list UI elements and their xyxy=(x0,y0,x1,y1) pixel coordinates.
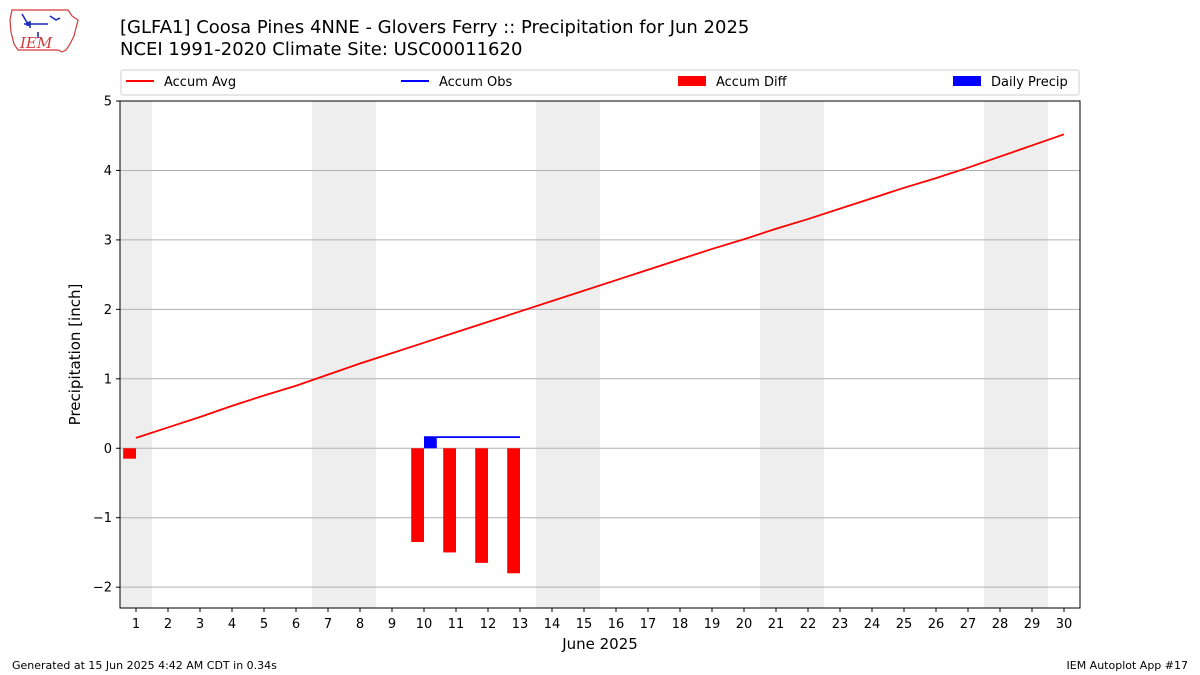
legend-accum-diff-label: Accum Diff xyxy=(716,75,788,90)
legend-daily-precip-swatch xyxy=(953,76,981,86)
x-tick-label: 7 xyxy=(324,617,332,632)
x-tick-label: 8 xyxy=(356,617,364,632)
accum-avg-line xyxy=(135,133,1065,439)
legend-accum-avg-label: Accum Avg xyxy=(164,75,236,90)
y-gridlines xyxy=(120,100,1080,588)
x-tick-label: 25 xyxy=(896,617,913,632)
accum-diff-bar xyxy=(123,448,136,459)
x-tick-label: 5 xyxy=(260,617,268,632)
legend-accum-obs-label: Accum Obs xyxy=(439,75,512,90)
y-tick-label: 4 xyxy=(104,164,112,179)
generated-note: Generated at 15 Jun 2025 4:42 AM CDT in … xyxy=(12,659,277,672)
weekend-band xyxy=(536,101,600,608)
chart-subtitle: NCEI 1991-2020 Climate Site: USC00011620 xyxy=(120,39,523,60)
iowa-state-outline xyxy=(9,9,79,53)
legend: Accum Avg Accum Obs Accum Diff Daily Precip xyxy=(120,69,1080,96)
x-tick-label: 12 xyxy=(480,617,497,632)
x-tick-label: 23 xyxy=(832,617,849,632)
x-tick-label: 6 xyxy=(292,617,300,632)
x-tick-label: 28 xyxy=(992,617,1009,632)
x-tick-label: 21 xyxy=(768,617,785,632)
x-tick-label: 1 xyxy=(132,617,140,632)
iem-logo: IEM xyxy=(9,9,79,53)
accum-diff-bar xyxy=(411,448,424,543)
x-tick-label: 17 xyxy=(640,617,657,632)
legend-accum-diff-swatch xyxy=(678,76,706,86)
x-tick-label: 27 xyxy=(960,617,977,632)
x-tick-label: 19 xyxy=(704,617,721,632)
weekend-band xyxy=(760,101,824,608)
x-tick-label: 22 xyxy=(800,617,817,632)
x-tick-label: 9 xyxy=(388,617,396,632)
accum-diff-bar xyxy=(443,448,456,553)
x-tick-label: 2 xyxy=(164,617,172,632)
y-axis-ticks: −2 −1 0 1 2 3 4 5 xyxy=(93,95,120,596)
daily-precip-bars xyxy=(424,437,437,449)
x-tick-label: 20 xyxy=(736,617,753,632)
accum-diff-bar xyxy=(507,448,520,574)
y-tick-label: −1 xyxy=(93,511,112,526)
legend-box xyxy=(120,69,1080,96)
x-tick-label: 3 xyxy=(196,617,204,632)
x-tick-label: 30 xyxy=(1056,617,1073,632)
accum-diff-bar xyxy=(475,448,488,563)
app-note: IEM Autoplot App #17 xyxy=(1066,659,1189,672)
x-tick-label: 18 xyxy=(672,617,689,632)
series-lines xyxy=(135,133,1065,439)
logo-text: IEM xyxy=(19,34,53,52)
y-tick-label: 3 xyxy=(104,233,112,248)
y-tick-label: 2 xyxy=(104,303,112,318)
weather-dot-icon xyxy=(25,21,31,27)
x-axis-label: June 2025 xyxy=(561,635,638,653)
x-tick-label: 24 xyxy=(864,617,881,632)
x-tick-label: 16 xyxy=(608,617,625,632)
y-tick-label: −2 xyxy=(93,581,112,596)
legend-daily-precip-label: Daily Precip xyxy=(991,75,1068,90)
y-tick-label: 1 xyxy=(104,372,112,387)
x-tick-label: 15 xyxy=(576,617,593,632)
x-tick-label: 10 xyxy=(416,617,433,632)
chart-title: [GLFA1] Coosa Pines 4NNE - Glovers Ferry… xyxy=(120,17,750,38)
x-tick-label: 11 xyxy=(448,617,465,632)
x-axis-ticks: 1 2 3 4 5 6 7 8 9 10 11 12 13 14 15 16 17 18 19 20 21 22 23 24 2… xyxy=(132,608,1072,632)
y-axis-label: Precipitation [inch] xyxy=(66,284,84,426)
x-tick-label: 14 xyxy=(544,617,561,632)
plot-frame xyxy=(119,100,1081,609)
weekend-band xyxy=(120,101,152,608)
x-tick-label: 4 xyxy=(228,617,236,632)
daily-precip-bar xyxy=(424,437,437,449)
x-tick-label: 26 xyxy=(928,617,945,632)
y-tick-label: 0 xyxy=(104,442,112,457)
x-tick-label: 13 xyxy=(512,617,529,632)
weekend-band xyxy=(312,101,376,608)
x-tick-label: 29 xyxy=(1024,617,1041,632)
y-tick-label: 5 xyxy=(104,95,112,110)
accum-diff-bars xyxy=(123,448,520,574)
weekend-shading xyxy=(120,101,1048,608)
weekend-band xyxy=(984,101,1048,608)
